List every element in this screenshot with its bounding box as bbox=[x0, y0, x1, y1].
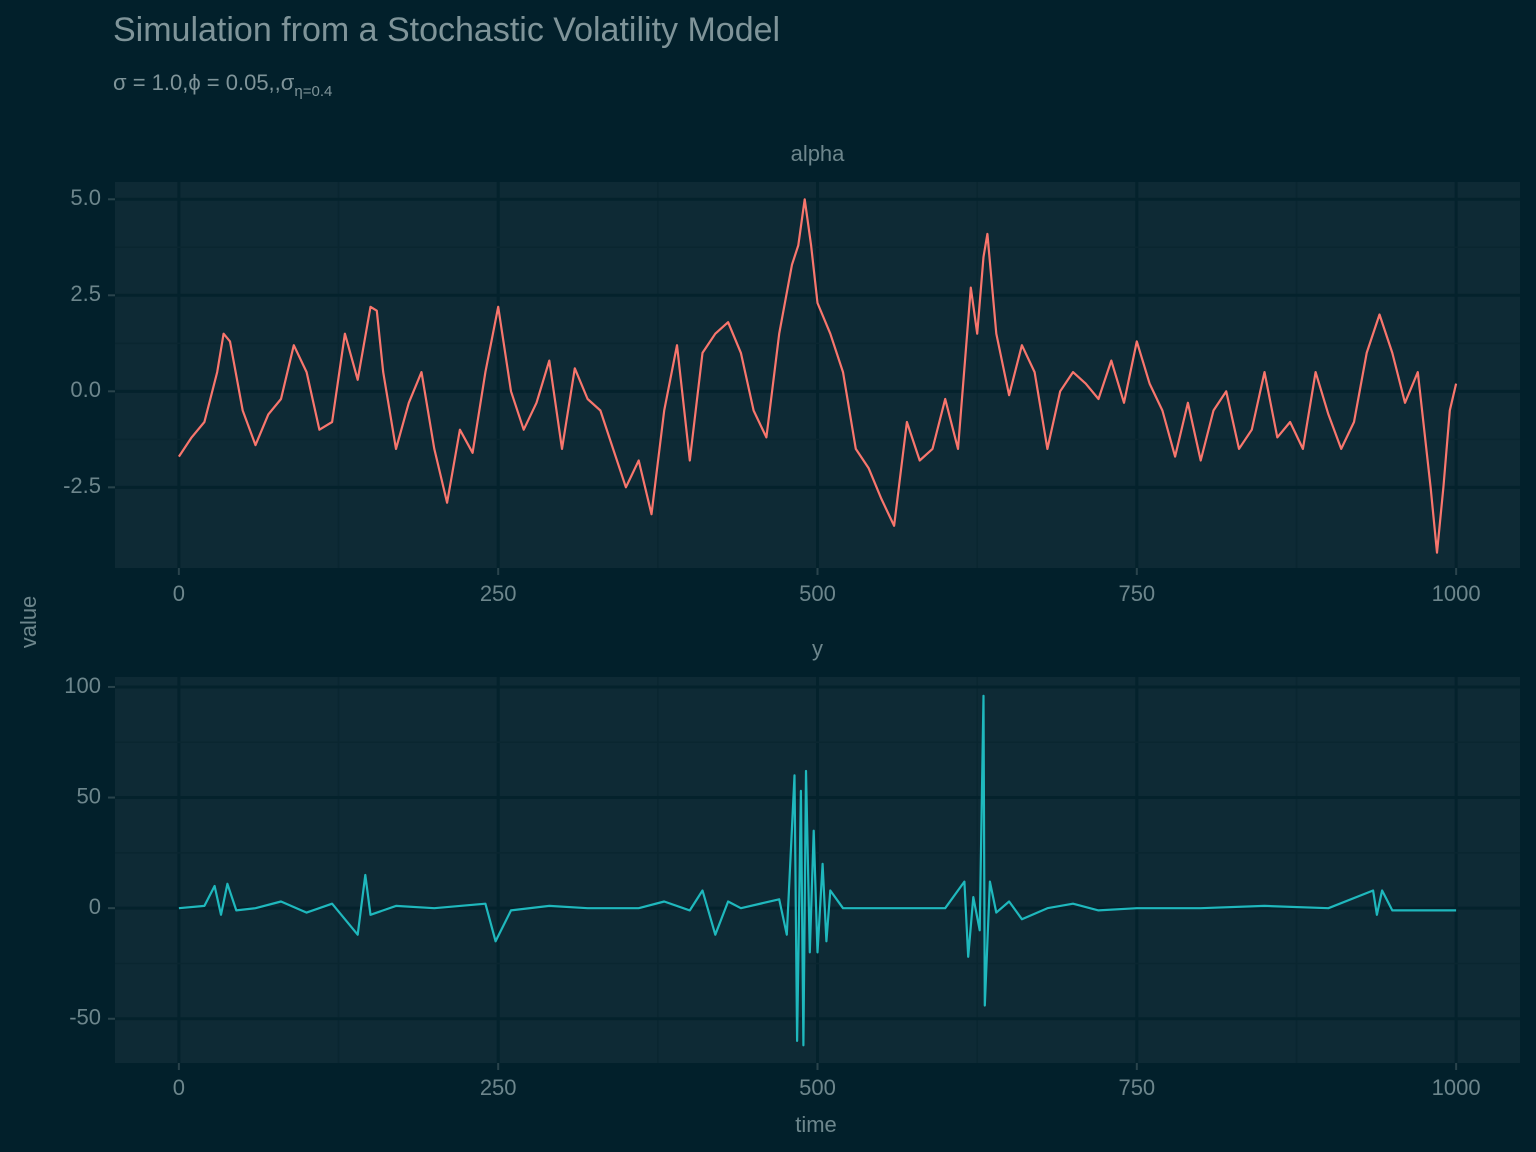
x-axis-label: time bbox=[795, 1112, 837, 1137]
x-tick-label: 0 bbox=[173, 1075, 185, 1100]
data-line bbox=[178, 694, 1457, 1047]
data-line bbox=[177, 198, 1458, 554]
x-tick-label: 750 bbox=[1118, 581, 1155, 606]
facet-label: alpha bbox=[791, 141, 846, 166]
y-tick-label: 100 bbox=[64, 673, 101, 698]
subtitle-text: σ = 1.0,ϕ = 0.05,,σ bbox=[113, 70, 295, 95]
subtitle-subscript: η=0.4 bbox=[294, 83, 332, 100]
y-tick-label: -2.5 bbox=[63, 473, 101, 498]
y-tick-label: 5.0 bbox=[70, 185, 101, 210]
y-tick-label: 50 bbox=[77, 783, 101, 808]
x-tick-label: 1000 bbox=[1432, 581, 1481, 606]
x-tick-label: 0 bbox=[173, 581, 185, 606]
y-tick-label: 0.0 bbox=[70, 377, 101, 402]
facet-label: y bbox=[812, 636, 823, 661]
y-tick-label: 2.5 bbox=[70, 281, 101, 306]
x-tick-label: 750 bbox=[1118, 1075, 1155, 1100]
chart-subtitle: σ = 1.0,ϕ = 0.05,,ση=0.4 bbox=[113, 70, 332, 100]
x-tick-label: 1000 bbox=[1432, 1075, 1481, 1100]
x-tick-label: 500 bbox=[799, 1075, 836, 1100]
x-tick-label: 250 bbox=[480, 1075, 517, 1100]
x-tick-label: 500 bbox=[799, 581, 836, 606]
x-tick-label: 250 bbox=[480, 581, 517, 606]
y-axis-label: value bbox=[16, 596, 41, 649]
y-tick-label: 0 bbox=[89, 894, 101, 919]
chart-title: Simulation from a Stochastic Volatility … bbox=[113, 11, 780, 49]
y-tick-label: -50 bbox=[69, 1005, 101, 1030]
